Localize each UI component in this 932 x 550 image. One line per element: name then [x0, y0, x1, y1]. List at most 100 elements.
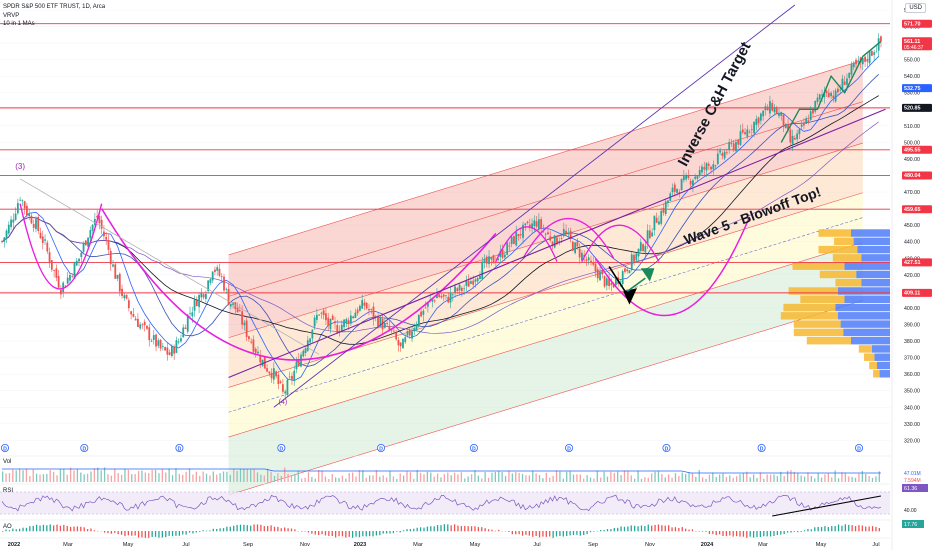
ao-bar [83, 527, 85, 532]
x-tick-label: Sep [243, 542, 253, 548]
volume-bar [277, 473, 279, 482]
ma-line [1, 74, 879, 367]
ao-bar [379, 531, 381, 536]
volume-bar [528, 475, 530, 482]
ao-bar [549, 531, 551, 537]
price-label-box [902, 145, 932, 154]
volume-bar [335, 477, 337, 482]
volume-bar [110, 475, 113, 482]
candle-body [189, 312, 191, 314]
rsi-trendline [772, 495, 882, 517]
ao-bar [229, 526, 231, 532]
ao-bar [63, 524, 65, 532]
ao-bar [443, 524, 446, 532]
ao-bar [15, 529, 17, 532]
candle-body [750, 129, 753, 131]
candle-body [331, 315, 334, 320]
candle-body [288, 376, 291, 378]
volume-bar [878, 471, 880, 482]
candle-body [191, 312, 194, 317]
candle-body [735, 142, 737, 152]
y-tick-label: 360.00 [904, 372, 920, 378]
ao-bar [314, 531, 316, 535]
ao-bar [165, 531, 167, 538]
vp-bar-down [856, 270, 890, 279]
volume-bar [69, 467, 72, 482]
candle-body [175, 340, 178, 353]
ao-bar [341, 531, 344, 537]
volume-bar [790, 470, 792, 482]
ao-bar [579, 531, 581, 536]
volume-bar [158, 473, 160, 482]
candle-body [687, 175, 690, 178]
candle-body [780, 111, 783, 116]
price-label-box [902, 19, 932, 28]
ao-bar [576, 531, 578, 535]
volume-bar [453, 472, 456, 482]
currency-button[interactable]: USD [905, 3, 926, 13]
volume-bar [396, 478, 398, 482]
volume-bar [151, 469, 153, 482]
ao-bar [267, 525, 269, 532]
candle-body [424, 307, 427, 309]
candle-body [791, 135, 794, 145]
volume-bar [844, 472, 846, 482]
candle-body [89, 230, 92, 239]
volume-bar [239, 468, 242, 482]
y-tick-label: 450.00 [904, 223, 920, 229]
volume-bar [222, 471, 225, 482]
candle-body [284, 391, 287, 394]
vp-bar-up [834, 237, 854, 246]
candle-body [50, 260, 53, 270]
ao-bar [59, 525, 62, 532]
candle-body [664, 201, 667, 215]
candle-body [460, 287, 463, 291]
candle-body [716, 153, 719, 165]
volume-bar [620, 475, 622, 482]
candle-body [472, 280, 475, 285]
candle-body [334, 321, 336, 324]
ao-bar [569, 531, 571, 536]
indicator-vrvp[interactable]: VRVP [3, 13, 20, 19]
ao-bar [243, 524, 245, 532]
ao-bar [294, 529, 296, 532]
indicator-mas[interactable]: 10 in 1 MAs [3, 21, 35, 27]
volume-bar [402, 475, 405, 482]
candle-body [402, 338, 404, 349]
candle-body [404, 337, 407, 343]
candle-body [356, 309, 359, 314]
ao-bar [528, 531, 530, 536]
ao-bar [148, 531, 150, 539]
ao-bar [365, 531, 367, 537]
candle-body [44, 239, 46, 241]
dividend-glyph: D [178, 446, 182, 452]
price-label-box [902, 205, 932, 214]
drawings[interactable] [19, 4, 886, 408]
ao-bar [168, 531, 170, 536]
candle-body [581, 252, 583, 261]
ao-bar [260, 524, 262, 532]
candle-body [248, 336, 250, 339]
volume-bar [114, 468, 116, 482]
candle-body [383, 322, 386, 328]
ao-bar [202, 530, 204, 532]
vp-bar-up [788, 287, 838, 295]
candle-body [349, 315, 352, 324]
volume-bar [148, 473, 150, 482]
candle-body [204, 293, 207, 300]
candle-body [807, 120, 810, 123]
candle-body [281, 384, 284, 392]
symbol-title[interactable]: SPDR S&P 500 ETF TRUST, 1D, Arca [3, 4, 106, 10]
candle-body [719, 150, 722, 153]
horizontal-levels[interactable] [0, 23, 890, 294]
candle-body [694, 176, 697, 179]
ao-bar [508, 531, 510, 532]
candle-body [223, 276, 225, 291]
ao-bar [817, 526, 819, 532]
candle-body [214, 269, 216, 272]
price-label-box [902, 258, 932, 267]
candle-body [619, 281, 622, 283]
volume-bar [559, 471, 561, 482]
candle-body [121, 288, 123, 297]
